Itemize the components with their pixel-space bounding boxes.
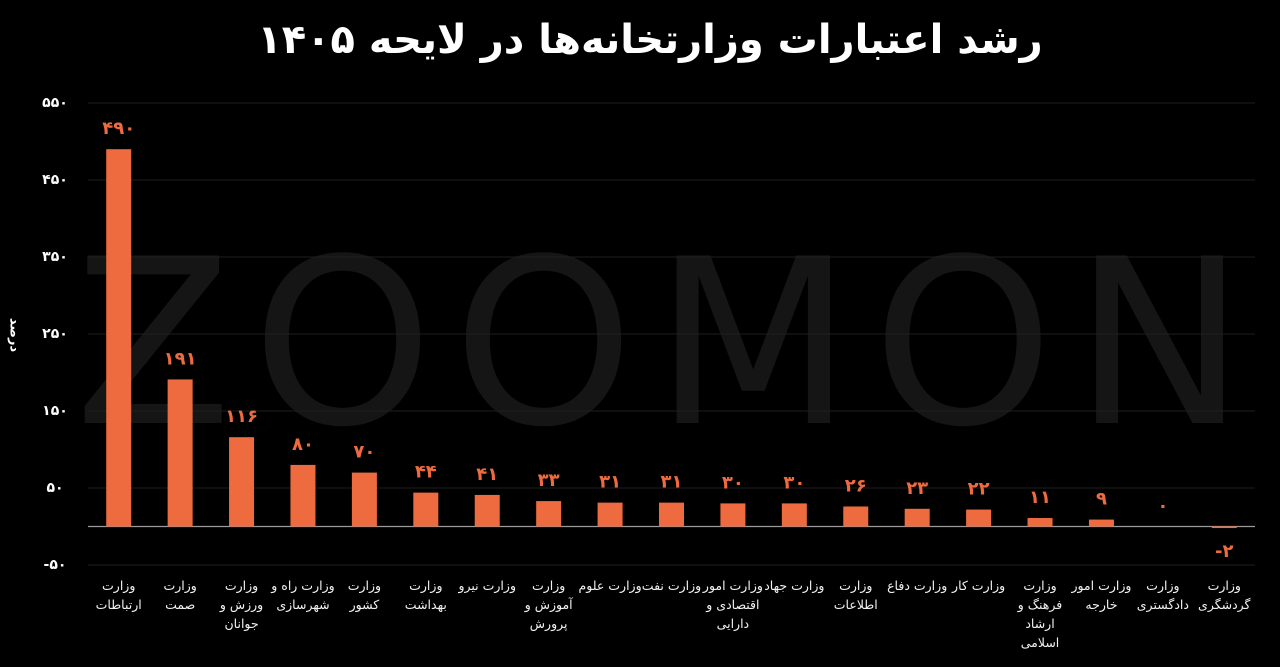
bar (904, 508, 930, 527)
value-label: ۳۱ (661, 472, 683, 493)
value-label: ۲۶ (845, 475, 867, 496)
x-tick-label: وزارت جهاد (764, 578, 825, 593)
y-tick-label: ۴۵۰ (42, 172, 68, 188)
y-tick-label: -۵۰ (44, 557, 67, 573)
x-tick-label: وزارت کشور (347, 578, 382, 612)
x-tick-label: وزارت امور خارجه (1071, 578, 1132, 612)
bar (1027, 518, 1053, 527)
x-tick-label: وزارت صمت (163, 578, 197, 612)
value-label: ۲۲ (968, 479, 990, 500)
value-label: ۳۳ (538, 470, 560, 491)
x-tick-label: وزارت ارتباطات (95, 578, 142, 612)
x-tick-label: وزارت گردشگری (1198, 578, 1251, 612)
bar (351, 472, 377, 527)
y-tick-label: ۱۵۰ (42, 403, 68, 419)
value-label: ۱۱۶ (225, 406, 258, 427)
value-label: ۹ (1096, 489, 1107, 510)
bar (413, 492, 439, 527)
bar (229, 437, 255, 527)
value-label: ۴۴ (415, 462, 437, 483)
value-label: ۳۰ (722, 472, 744, 493)
watermark: ZOOMON (74, 211, 1265, 478)
bar (720, 503, 746, 527)
x-tick-label: وزارت کار (952, 578, 1006, 593)
bar (290, 464, 316, 527)
y-axis-label: درصد (7, 318, 22, 353)
value-label: ۷۰ (353, 442, 375, 463)
bar (1088, 519, 1114, 527)
value-label: ۴۱ (476, 464, 498, 485)
bar (966, 509, 992, 527)
value-label: ۱۹۱ (164, 348, 197, 369)
x-tick-label: وزارت اطلاعات (833, 578, 878, 612)
bar (597, 502, 623, 527)
value-label: ۳۱ (599, 472, 621, 493)
x-tick-label: وزارت راه و شهرسازی (271, 578, 335, 612)
x-tick-label: وزارت دفاع (887, 578, 948, 593)
value-label: ۴۹۰ (102, 118, 135, 139)
bar (474, 494, 500, 527)
y-tick-label: ۵۵۰ (42, 95, 68, 111)
bar (659, 502, 684, 527)
x-tick-label: وزارت نفت (641, 578, 702, 593)
bar (167, 379, 193, 527)
value-label: -۲ (1215, 541, 1233, 562)
value-label: ۰ (1157, 496, 1168, 517)
x-tick-label: وزارت امور اقتصادی و دارایی (702, 578, 763, 631)
x-tick-label: وزارت دادگستری (1136, 578, 1189, 612)
bar (106, 149, 132, 527)
y-tick-label: ۲۵۰ (42, 326, 68, 342)
bar (843, 506, 869, 527)
y-tick-label: ۳۵۰ (42, 249, 68, 265)
bar (536, 501, 562, 527)
x-tick-label: وزارت فرهنگ و ارشاد اسلامی (1017, 578, 1063, 650)
x-tick-label: وزارت نیرو (458, 578, 516, 593)
y-tick-label: ۵۰ (46, 480, 63, 496)
value-label: ۸۰ (292, 434, 314, 455)
x-tick-label: وزارت علوم (578, 578, 642, 593)
value-label: ۱۱ (1029, 487, 1051, 508)
bar (1211, 526, 1237, 529)
value-label: ۲۳ (906, 478, 928, 499)
chart-title: رشد اعتبارات وزارتخانه‌ها در لایحه ۱۴۰۵ (257, 17, 1042, 63)
value-label: ۳۰ (783, 472, 805, 493)
x-tick-label: وزارت آموزش و پرورش (524, 578, 573, 631)
x-tick-label: وزارت ورزش و جوانان (219, 578, 264, 631)
x-tick-label: وزارت بهداشت (404, 578, 447, 612)
bar (781, 503, 807, 527)
